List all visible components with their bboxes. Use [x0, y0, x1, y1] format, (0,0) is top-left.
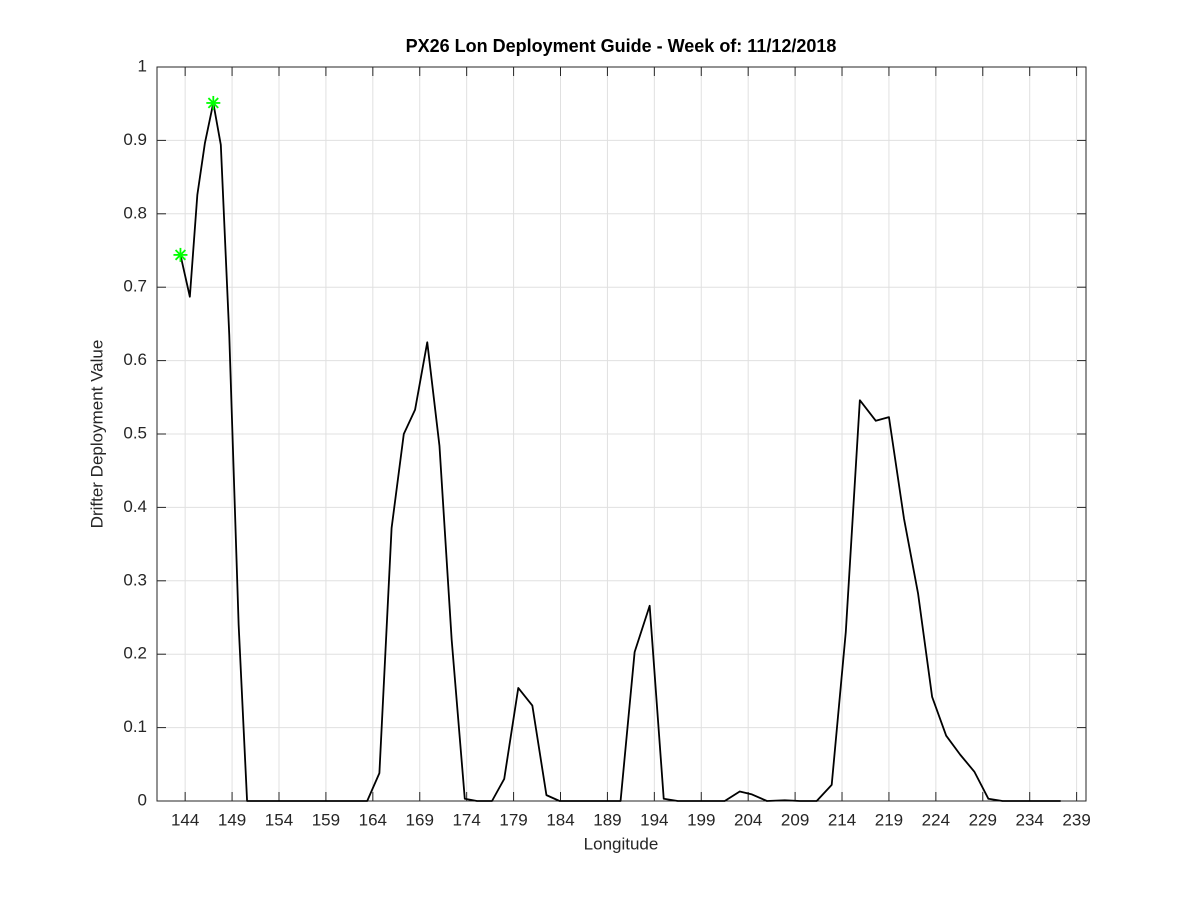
y-tick-label: 0.7 [123, 277, 147, 296]
x-tick-label: 189 [593, 810, 621, 829]
x-tick-label: 164 [359, 810, 387, 829]
x-tick-label: 154 [265, 810, 293, 829]
data-point [206, 95, 221, 110]
x-axis-label: Longitude [584, 834, 659, 853]
y-tick-label: 0.8 [123, 203, 147, 222]
data-line [179, 102, 1061, 802]
data-point [173, 247, 188, 262]
x-tick-label: 169 [406, 810, 434, 829]
x-tick-label: 174 [452, 810, 480, 829]
chart-title: PX26 Lon Deployment Guide - Week of: 11/… [406, 36, 837, 56]
x-tick-label: 194 [640, 810, 668, 829]
asterisk-stroke [174, 249, 186, 261]
y-tick-label: 0.5 [123, 423, 147, 442]
y-tick-label: 0.4 [123, 497, 147, 516]
x-tick-label: 224 [922, 810, 950, 829]
y-axis-label: Drifter Deployment Value [87, 340, 106, 529]
x-tick-label: 239 [1062, 810, 1090, 829]
y-tick-label: 0.3 [123, 570, 147, 589]
y-tick-label: 0 [138, 790, 147, 809]
x-tick-label: 229 [969, 810, 997, 829]
y-tick-label: 0.2 [123, 644, 147, 663]
plot-frame [156, 66, 1087, 802]
x-tick-label: 199 [687, 810, 715, 829]
x-tick-label: 159 [312, 810, 340, 829]
x-tick-label: 219 [875, 810, 903, 829]
x-tick-label: 209 [781, 810, 809, 829]
x-tick-label: 179 [499, 810, 527, 829]
y-tick-label: 0.9 [123, 130, 147, 149]
x-tick-label: 234 [1016, 810, 1044, 829]
x-tick-label: 144 [171, 810, 199, 829]
x-tick-label: 149 [218, 810, 246, 829]
x-tick-label: 204 [734, 810, 762, 829]
asterisk-stroke [207, 97, 219, 109]
y-tick-label: 0.1 [123, 717, 147, 736]
y-tick-label: 0.6 [123, 350, 147, 369]
x-tick-label: 214 [828, 810, 856, 829]
y-tick-label: 1 [138, 56, 147, 75]
x-tick-label: 184 [546, 810, 574, 829]
